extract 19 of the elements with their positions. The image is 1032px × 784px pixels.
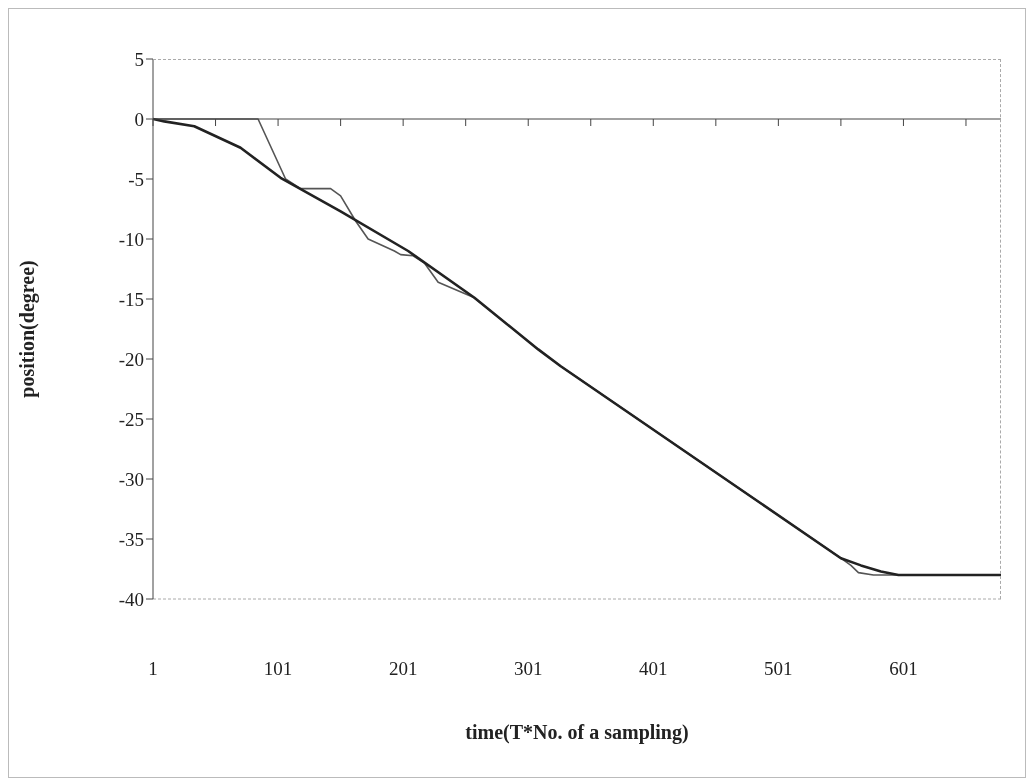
y-tick-label: -20 — [118, 348, 144, 370]
x-tick-label: 601 — [889, 658, 918, 679]
x-tick-label: 201 — [388, 658, 418, 679]
y-tick-label: -25 — [118, 408, 144, 430]
x-tick-label: 101 — [263, 658, 293, 679]
y-tick-label: -5 — [128, 168, 144, 190]
x-tick-label: 1 — [148, 658, 158, 679]
x-tick-label: 501 — [764, 658, 793, 679]
y-tick-label: -30 — [118, 468, 144, 490]
x-tick-label: 301 — [513, 658, 543, 679]
x-axis-title: time(T*No. of a sampling) — [465, 721, 689, 744]
y-tick-label: -15 — [118, 288, 144, 310]
y-tick-label: -10 — [118, 228, 144, 250]
y-tick-label: -35 — [118, 528, 144, 550]
y-axis-title: position(degree) — [16, 260, 40, 398]
y-tick-label: 5 — [134, 48, 144, 70]
y-tick-label: 0 — [134, 108, 144, 130]
y-tick-label: -40 — [118, 588, 144, 610]
x-tick-label: 401 — [639, 658, 668, 679]
